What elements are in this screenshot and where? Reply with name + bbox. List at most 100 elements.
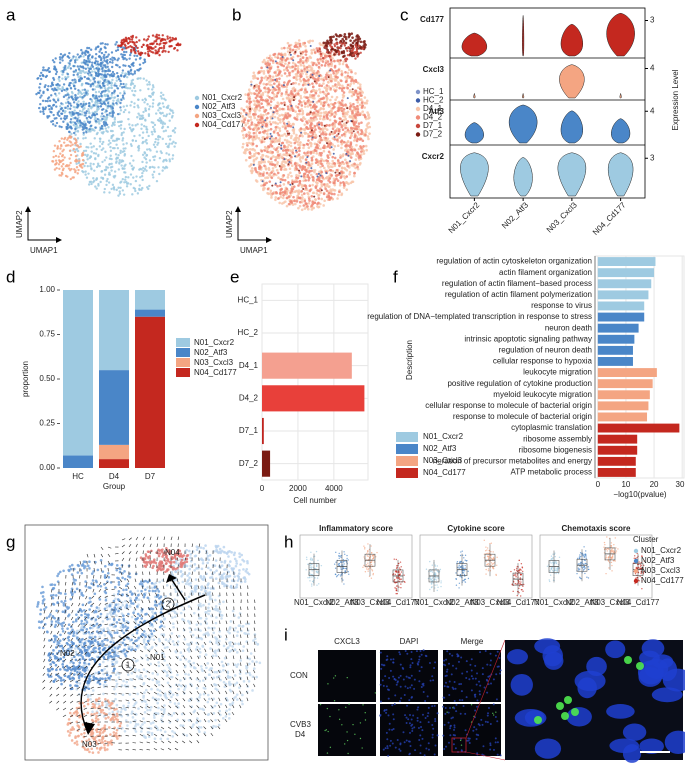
cell-dot — [84, 67, 88, 70]
cell-dot — [69, 141, 73, 144]
cell-dot — [358, 87, 362, 91]
cell-dot — [318, 151, 322, 155]
cell-dot — [317, 65, 321, 69]
cell-dot — [350, 164, 354, 167]
cell-dot — [173, 145, 176, 148]
cell-dot — [295, 133, 298, 137]
cell-dot — [257, 104, 261, 107]
cell-dot — [299, 63, 303, 67]
cell-dot — [144, 109, 147, 112]
cell-dot — [75, 144, 79, 147]
cell-dot — [61, 87, 64, 91]
cell-dot — [318, 75, 321, 78]
cell-dot — [358, 163, 362, 166]
cell-dot — [307, 119, 311, 122]
cell-dot — [246, 121, 250, 125]
cell-dot — [57, 92, 61, 95]
cell-dot — [155, 33, 159, 37]
cell-dot — [283, 132, 286, 136]
cell-dot — [137, 106, 140, 109]
cell-dot — [83, 120, 86, 123]
cell-dot — [132, 86, 136, 90]
cell-dot — [293, 141, 297, 145]
cell-dot — [147, 46, 150, 49]
cell-dot — [337, 50, 341, 54]
cell-dot — [76, 172, 79, 175]
cell-dot — [310, 194, 314, 198]
cell-dot — [294, 64, 298, 67]
cell-dot — [262, 113, 265, 117]
cell-dot — [111, 61, 114, 64]
cell-dot — [368, 132, 371, 135]
legend-swatch — [396, 444, 418, 454]
cell-dot — [264, 99, 267, 102]
cell-dot — [165, 166, 169, 169]
cell-dot — [244, 158, 248, 162]
cell-dot — [94, 116, 97, 120]
cell-dot — [284, 126, 287, 130]
cell-dot — [69, 153, 73, 157]
cell-dot — [309, 144, 313, 148]
cell-dot — [53, 66, 57, 69]
cell-dot — [69, 67, 73, 70]
cell-dot — [79, 95, 82, 99]
cell-dot — [58, 159, 62, 163]
cell-dot — [53, 60, 56, 64]
cell-dot — [63, 68, 66, 71]
cell-dot — [103, 118, 106, 121]
cell-dot — [103, 173, 107, 176]
cell-dot — [207, 612, 210, 616]
cell-dot — [152, 170, 156, 174]
cell-dot — [298, 200, 302, 204]
cell-dot — [327, 191, 331, 195]
cell-dot — [103, 191, 106, 194]
cell-dot — [246, 148, 250, 152]
cell-dot — [266, 76, 270, 80]
category-label: N02_Atf3 — [500, 200, 530, 230]
cell-dot — [272, 130, 276, 133]
cell-dot — [244, 149, 247, 153]
cell-dot — [117, 100, 120, 103]
bar-segment — [63, 290, 93, 456]
cell-dot — [233, 674, 237, 677]
cell-dot — [136, 68, 139, 72]
cell-dot — [259, 98, 263, 101]
cell-dot — [349, 156, 353, 159]
cell-dot — [55, 105, 58, 108]
cell-dot — [348, 170, 352, 174]
cell-dot — [153, 130, 157, 133]
cell-dot — [107, 113, 110, 117]
cell-dot — [258, 131, 262, 134]
cell-dot — [280, 187, 283, 191]
cell-dot — [245, 105, 249, 109]
cell-dot — [122, 105, 125, 108]
cell-dot — [313, 149, 317, 152]
cell-dot — [294, 73, 298, 76]
cell-dot — [251, 660, 254, 663]
cell-dot — [88, 156, 91, 160]
cell-dot — [287, 181, 290, 184]
cell-dot — [248, 136, 251, 139]
cell-dot — [110, 157, 113, 161]
cell-dot — [79, 142, 82, 146]
cell-dot — [125, 185, 129, 188]
bar — [597, 390, 650, 400]
cell-dot — [364, 144, 368, 148]
cell-dot — [321, 90, 325, 94]
cell-dot — [81, 153, 85, 157]
cell-dot — [38, 74, 42, 78]
cell-dot — [346, 49, 349, 52]
cell-dot — [330, 50, 333, 53]
cell-dot — [105, 113, 109, 117]
cell-dot — [92, 112, 95, 115]
cell-dot — [102, 64, 105, 67]
cell-dot — [176, 673, 179, 677]
cell-dot — [77, 113, 80, 117]
cell-dot — [64, 144, 68, 147]
cell-dot — [71, 176, 74, 179]
cell-dot — [125, 58, 128, 61]
cell-dot — [115, 76, 118, 79]
cell-dot — [340, 123, 343, 127]
cell-dot — [119, 106, 122, 109]
cell-dot — [51, 123, 55, 126]
